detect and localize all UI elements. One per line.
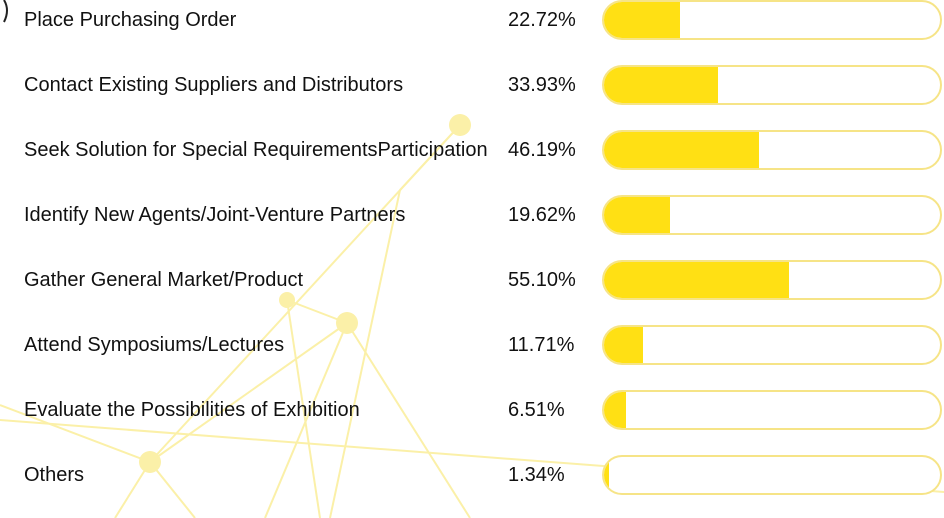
- row-label: Place Purchasing Order: [24, 9, 237, 31]
- progress-fill: [604, 132, 760, 168]
- value-label: 1.34%: [508, 464, 565, 486]
- progress-track: [602, 65, 942, 105]
- row: Contact Existing Suppliers and Distribut…: [0, 53, 944, 118]
- value-label: 6.51%: [508, 399, 565, 421]
- progress-fill: [604, 327, 644, 363]
- value-label: 33.93%: [508, 74, 576, 96]
- progress-fill: [604, 392, 626, 428]
- row: Identify New Agents/Joint-Venture Partne…: [0, 183, 944, 248]
- row-label: Gather General Market/Product: [24, 269, 304, 291]
- row: Others 1.34%: [0, 443, 944, 508]
- progress-track: [602, 260, 942, 300]
- progress-fill: [604, 262, 790, 298]
- row: Seek Solution for Special RequirementsPa…: [0, 118, 944, 183]
- row-label: Evaluate the Possibilities of Exhibition: [24, 399, 360, 421]
- value-label: 19.62%: [508, 204, 576, 226]
- progress-track: [602, 455, 942, 495]
- row: Gather General Market/Product 55.10%: [0, 248, 944, 313]
- progress-track: [602, 195, 942, 235]
- progress-track: [602, 325, 942, 365]
- progress-fill: [604, 457, 609, 493]
- value-label: 46.19%: [508, 139, 576, 161]
- row-label: Attend Symposiums/Lectures: [24, 334, 285, 356]
- progress-track: [602, 130, 942, 170]
- progress-fill: [604, 67, 718, 103]
- row: Place Purchasing Order 22.72%: [0, 0, 944, 53]
- value-label: 11.71%: [508, 334, 575, 356]
- row-label: Seek Solution for Special RequirementsPa…: [24, 139, 488, 161]
- progress-fill: [604, 2, 681, 38]
- row-label: Others: [24, 464, 85, 486]
- progress-track: [602, 0, 942, 40]
- row-label: Identify New Agents/Joint-Venture Partne…: [24, 204, 406, 226]
- value-label: 22.72%: [508, 9, 576, 31]
- value-label: 55.10%: [508, 269, 576, 291]
- progress-track: [602, 390, 942, 430]
- row-label: Contact Existing Suppliers and Distribut…: [24, 74, 404, 96]
- progress-fill: [604, 197, 670, 233]
- row: Evaluate the Possibilities of Exhibition…: [0, 378, 944, 443]
- row: Attend Symposiums/Lectures 11.71%: [0, 313, 944, 378]
